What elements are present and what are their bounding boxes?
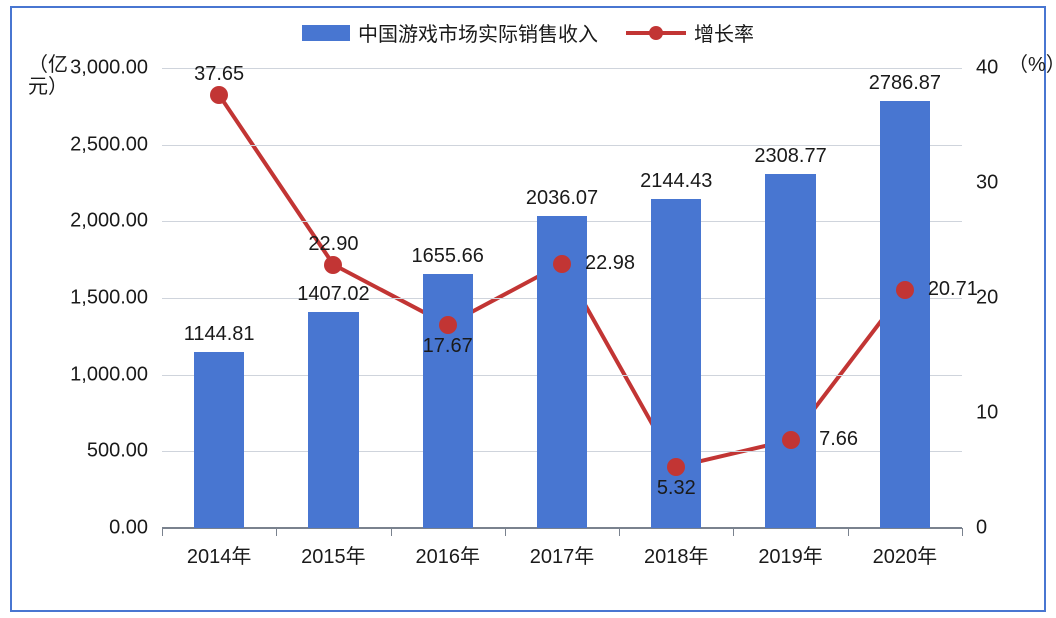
- x-tick-mark: [848, 528, 849, 536]
- bar-value-label: 1407.02: [297, 283, 369, 306]
- y-left-tick: 1,500.00: [70, 287, 148, 310]
- bar-value-label: 1144.81: [184, 323, 255, 346]
- bar: 2308.77: [765, 174, 815, 528]
- y-left-tick: 2,500.00: [70, 133, 148, 156]
- y-left-tick: 0.00: [109, 517, 148, 540]
- x-tick-mark: [391, 528, 392, 536]
- growth-value-label: 17.67: [423, 335, 473, 358]
- x-tick-label: 2018年: [644, 540, 709, 569]
- x-tick-mark: [162, 528, 163, 536]
- legend-line-swatch: [626, 25, 686, 41]
- y-left-tick: 500.00: [87, 440, 148, 463]
- growth-value-label: 22.98: [585, 252, 635, 275]
- legend: 中国游戏市场实际销售收入 增长率: [12, 18, 1044, 47]
- bar: 2786.87: [880, 101, 930, 528]
- bar: 1407.02: [308, 312, 358, 528]
- growth-point: [324, 256, 342, 274]
- y-left-tick: 2,000.00: [70, 210, 148, 233]
- y-right-tick: 40: [976, 57, 998, 80]
- legend-bar-label: 中国游戏市场实际销售收入: [358, 18, 598, 47]
- growth-point: [439, 316, 457, 334]
- x-tick-label: 2017年: [530, 540, 595, 569]
- plot-area: 0.00500.001,000.001,500.002,000.002,500.…: [162, 68, 962, 528]
- legend-line-label: 增长率: [694, 18, 754, 47]
- growth-value-label: 5.32: [657, 477, 696, 500]
- bar: 1144.81: [194, 352, 244, 528]
- growth-point: [667, 458, 685, 476]
- growth-value-label: 22.90: [308, 233, 358, 256]
- bar-value-label: 2786.87: [869, 72, 941, 95]
- bar: 1655.66: [423, 274, 473, 528]
- x-tick-label: 2019年: [758, 540, 823, 569]
- growth-point: [210, 86, 228, 104]
- growth-value-label: 37.65: [194, 63, 244, 86]
- y-right-tick: 0: [976, 517, 987, 540]
- x-tick-label: 2015年: [301, 540, 366, 569]
- x-tick-mark: [276, 528, 277, 536]
- y-left-title: （亿元）: [28, 54, 52, 98]
- growth-point: [782, 431, 800, 449]
- bar-value-label: 2144.43: [640, 170, 712, 193]
- bar-value-label: 2036.07: [526, 187, 598, 210]
- gridline: [162, 145, 962, 146]
- x-tick-label: 2016年: [415, 540, 480, 569]
- legend-line-dot: [649, 26, 663, 40]
- growth-point: [553, 255, 571, 273]
- bar-value-label: 2308.77: [754, 145, 826, 168]
- growth-value-label: 7.66: [819, 428, 858, 451]
- y-right-tick: 10: [976, 402, 998, 425]
- x-tick-mark: [733, 528, 734, 536]
- legend-item-line: 增长率: [626, 18, 754, 47]
- y-right-title: （%）: [1008, 54, 1032, 76]
- y-right-tick: 20: [976, 287, 998, 310]
- bar-value-label: 1655.66: [412, 245, 484, 268]
- y-right-tick: 30: [976, 172, 998, 195]
- y-left-tick: 1,000.00: [70, 363, 148, 386]
- x-tick-label: 2014年: [187, 540, 252, 569]
- legend-bar-swatch: [302, 25, 350, 41]
- chart-frame: 中国游戏市场实际销售收入 增长率 （亿元） （%） 0.00500.001,00…: [10, 6, 1046, 612]
- growth-value-label: 20.71: [928, 278, 978, 301]
- x-tick-mark: [619, 528, 620, 536]
- x-tick-mark: [505, 528, 506, 536]
- legend-item-bar: 中国游戏市场实际销售收入: [302, 18, 598, 47]
- x-tick-label: 2020年: [873, 540, 938, 569]
- gridline: [162, 68, 962, 69]
- y-left-tick: 3,000.00: [70, 57, 148, 80]
- x-tick-mark: [962, 528, 963, 536]
- growth-point: [896, 281, 914, 299]
